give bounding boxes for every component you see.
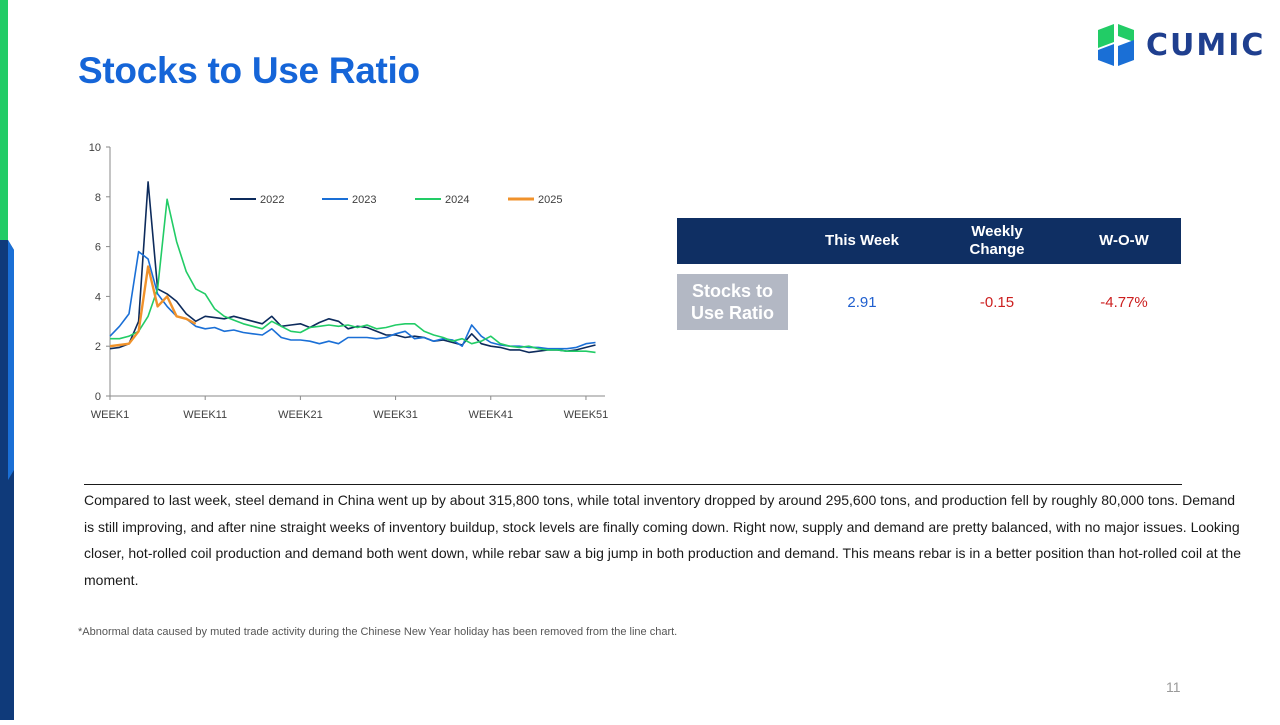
kpi-table: This Week Weekly Change W-O-W Stocks to …	[677, 218, 1181, 330]
cumic-logo-icon	[1098, 24, 1134, 66]
header-weekly-change: Weekly Change	[969, 223, 1025, 258]
series-line-2025	[109, 265, 197, 348]
series-line-2024	[110, 198, 596, 354]
legend-label-2025: 2025	[538, 194, 562, 206]
chart-legend: 2022 2023 2024 2025	[230, 194, 562, 206]
legend-label-2022: 2022	[260, 194, 284, 206]
x-tick-label: WEEK11	[183, 409, 227, 421]
x-tick-label: WEEK31	[373, 409, 418, 421]
chart-series	[109, 181, 596, 354]
legend-label-2024: 2024	[445, 194, 469, 206]
x-tick-label: WEEK21	[278, 409, 323, 421]
series-line-2023	[109, 250, 596, 350]
stocks-to-use-line-chart: 0 2 4 6 8 10 WEEK1 WEEK11 WEEK21 WEEK31 WEEK41 WEEK…	[89, 142, 609, 421]
company-logo: CUMIC	[1096, 20, 1266, 70]
page-number: 11	[1166, 679, 1181, 695]
value-this-week: 2.91	[847, 293, 877, 311]
y-tick-label: 0	[95, 391, 101, 403]
logo-text: CUMIC	[1146, 28, 1266, 63]
market-commentary: Compared to last week, steel demand in C…	[84, 492, 1241, 588]
x-tick-label: WEEK41	[468, 409, 513, 421]
y-tick-label: 10	[89, 142, 101, 154]
row-label-stocks-to-use: Stocks to Use Ratio	[677, 274, 788, 330]
kpi-table-row: Stocks to Use Ratio 2.91 -0.15 -4.77%	[677, 274, 1181, 330]
chart-axes: 0 2 4 6 8 10 WEEK1 WEEK11 WEEK21 WEEK31 WEEK41 WEEK…	[89, 142, 609, 421]
chart-footnote: *Abnormal data caused by muted trade act…	[78, 626, 678, 638]
value-wow: -4.77%	[1100, 293, 1148, 311]
kpi-table-header: This Week Weekly Change W-O-W	[677, 218, 1181, 264]
decorative-edge	[0, 0, 14, 720]
value-weekly-change: -0.15	[979, 293, 1015, 311]
legend-label-2023: 2023	[352, 194, 376, 206]
header-this-week: This Week	[825, 232, 899, 249]
y-tick-label: 4	[95, 291, 101, 303]
y-tick-label: 2	[95, 341, 101, 353]
page-title: Stocks to Use Ratio	[78, 50, 420, 91]
y-tick-label: 8	[95, 192, 101, 204]
x-tick-label: WEEK1	[91, 409, 130, 421]
header-wow: W-O-W	[1099, 232, 1149, 249]
x-tick-label: WEEK51	[564, 409, 609, 421]
section-divider	[84, 484, 1182, 485]
y-tick-label: 6	[95, 242, 101, 254]
series-line-2022	[109, 181, 596, 354]
